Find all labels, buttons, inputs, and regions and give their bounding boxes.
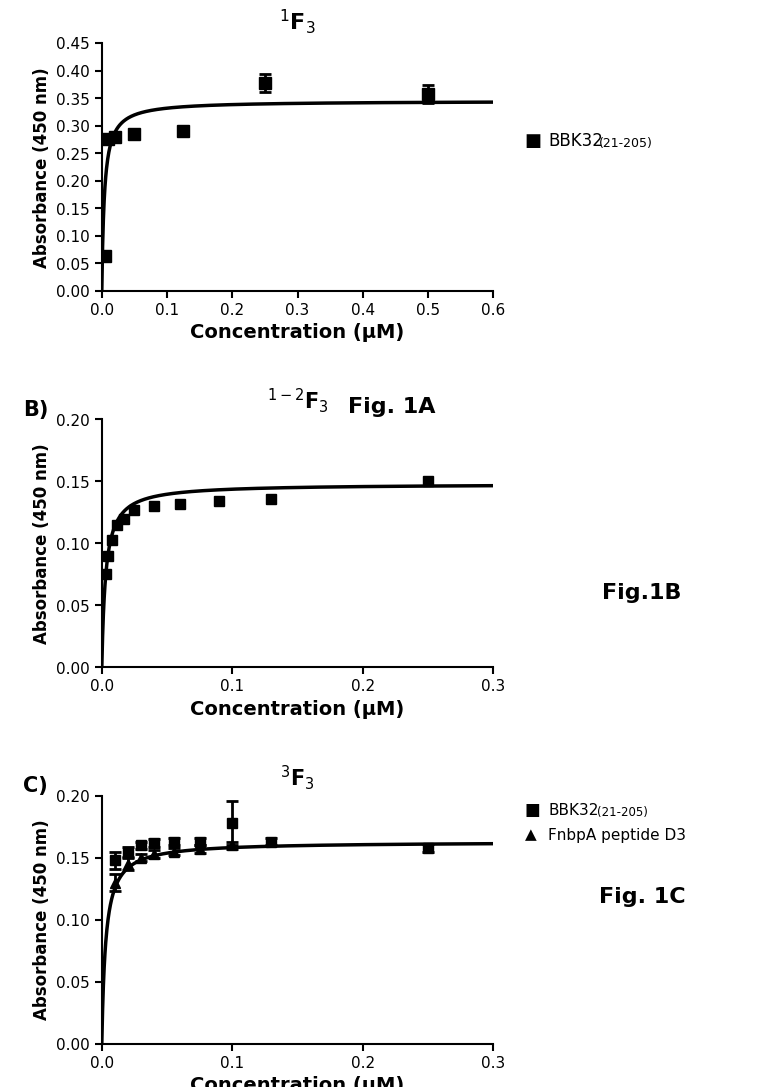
X-axis label: Concentration (μM): Concentration (μM)	[190, 323, 405, 342]
Text: C): C)	[23, 776, 49, 796]
Title: $^{3}$F$_{3}$: $^{3}$F$_{3}$	[280, 762, 315, 791]
X-axis label: Concentration (μM): Concentration (μM)	[190, 700, 405, 719]
Text: Fig. 1A: Fig. 1A	[348, 397, 435, 416]
Title: $^{1}$F$_{3}$: $^{1}$F$_{3}$	[280, 8, 316, 36]
Text: (21-205): (21-205)	[599, 137, 653, 150]
Text: FnbpA peptide D3: FnbpA peptide D3	[548, 827, 686, 842]
X-axis label: Concentration (μM): Concentration (μM)	[190, 1076, 405, 1087]
Title: $^{1-2}$F$_{3}$: $^{1-2}$F$_{3}$	[267, 386, 328, 415]
Y-axis label: Absorbance (450 nm): Absorbance (450 nm)	[33, 67, 51, 267]
Text: ▲: ▲	[525, 827, 536, 842]
Text: BBK32: BBK32	[548, 802, 598, 817]
Text: Fig.1B: Fig.1B	[602, 583, 682, 602]
Text: Fig. 1C: Fig. 1C	[599, 887, 685, 907]
Y-axis label: Absorbance (450 nm): Absorbance (450 nm)	[33, 820, 51, 1020]
Text: ■: ■	[525, 133, 542, 150]
Y-axis label: Absorbance (450 nm): Absorbance (450 nm)	[33, 443, 51, 644]
Text: BBK32: BBK32	[548, 133, 603, 150]
Text: (21-205): (21-205)	[597, 805, 648, 819]
Text: B): B)	[23, 400, 49, 420]
Text: ■: ■	[525, 801, 540, 819]
